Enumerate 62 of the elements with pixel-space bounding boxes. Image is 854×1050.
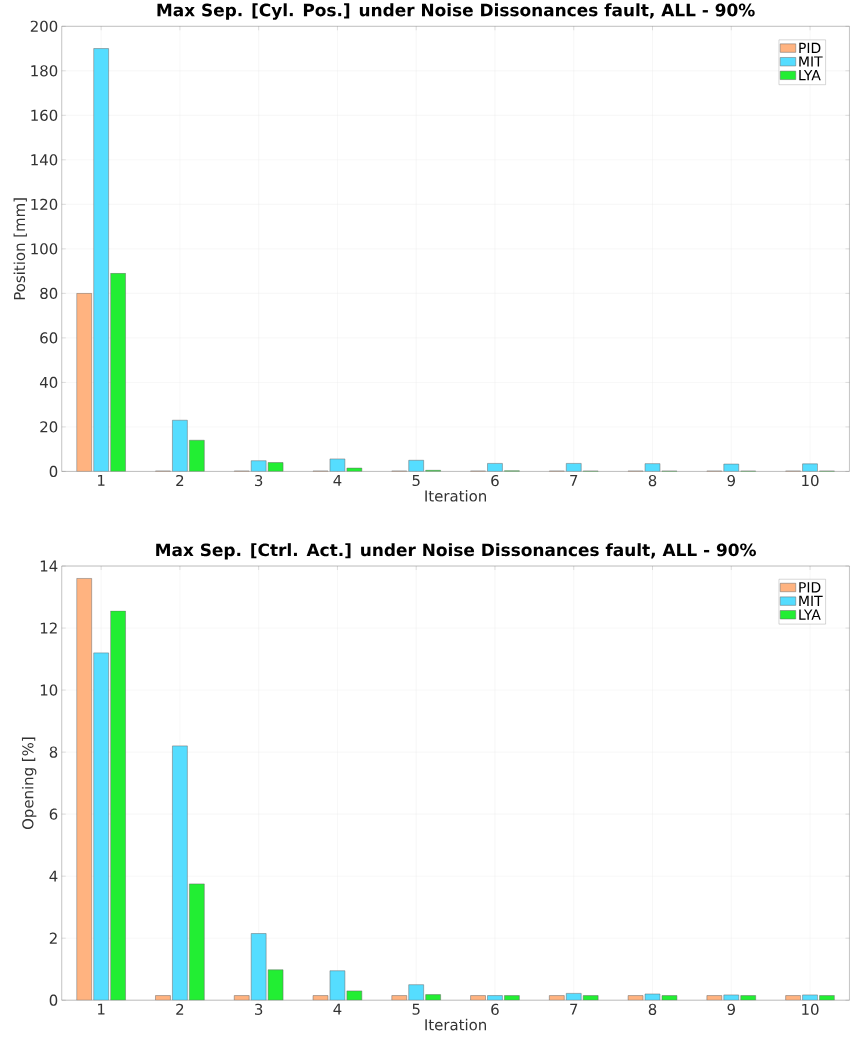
x-tick-label: 4 <box>333 1003 342 1015</box>
legend-label: LYA <box>799 609 821 620</box>
x-tick-label: 9 <box>727 474 735 487</box>
x-tick-label: 5 <box>412 1003 420 1015</box>
y-tick-label: 8 <box>49 746 58 758</box>
chart-title: Max Sep. [Cyl. Pos.] under Noise Dissonances fault, ALL - 90% <box>157 3 755 20</box>
legend-label: MIT <box>799 595 823 607</box>
legend-label: MIT <box>799 56 823 67</box>
x-tick-label: 3 <box>254 474 263 487</box>
x-tick-label: 2 <box>176 1003 183 1015</box>
y-tick-label: 6 <box>49 808 58 820</box>
bar <box>76 578 92 1001</box>
y-tick-label: 140 <box>31 154 58 166</box>
y-tick-label: 200 <box>30 20 58 32</box>
x-tick-label: 6 <box>491 1003 499 1016</box>
y-tick-label: 4 <box>49 870 58 882</box>
chart-title: Max Sep. [Ctrl. Act.] under Noise Dissonances fault, ALL - 90% <box>156 543 756 560</box>
bar <box>171 419 188 472</box>
bar <box>93 652 109 1001</box>
y-tick-label: 0 <box>49 994 58 1006</box>
x-axis-title: Iteration <box>425 490 486 502</box>
y-tick-label: 40 <box>39 376 58 389</box>
x-tick-label: 10 <box>801 1003 819 1016</box>
bar <box>110 610 126 1001</box>
y-tick-label: 60 <box>40 332 58 344</box>
bar <box>110 273 126 472</box>
legend-label: PID <box>799 42 821 53</box>
bar <box>188 883 205 1001</box>
y-axis-title: Opening [%] <box>21 737 37 830</box>
x-tick-label: 8 <box>648 474 657 487</box>
bar <box>408 984 424 1001</box>
y-tick-label: 100 <box>31 243 58 255</box>
y-tick-label: 0 <box>49 465 58 478</box>
x-tick-label: 2 <box>176 474 183 487</box>
x-tick-label: 1 <box>97 1003 105 1015</box>
y-tick-label: 2 <box>49 932 57 944</box>
legend-label: LYA <box>799 70 821 81</box>
x-tick-label: 8 <box>648 1003 657 1016</box>
bar <box>76 293 92 472</box>
y-tick-label: 10 <box>40 684 58 696</box>
y-tick-label: 160 <box>31 109 58 121</box>
x-tick-label: 1 <box>97 474 105 486</box>
y-tick-label: 180 <box>31 65 58 77</box>
y-tick-label: 14 <box>40 560 58 572</box>
y-tick-label: 12 <box>40 622 57 634</box>
bar <box>93 48 109 472</box>
x-tick-label: 9 <box>727 1003 735 1016</box>
y-tick-label: 120 <box>31 198 58 210</box>
y-axis-title: Position [mm] <box>13 198 27 300</box>
x-tick-label: 4 <box>333 474 342 486</box>
legend-label: PID <box>799 582 821 593</box>
x-tick-label: 10 <box>801 474 819 487</box>
x-axis-title: Iteration <box>425 1018 486 1031</box>
x-tick-label: 7 <box>570 474 578 486</box>
x-tick-label: 6 <box>491 474 499 487</box>
y-tick-label: 20 <box>40 421 58 433</box>
bar <box>171 745 188 1001</box>
x-tick-label: 7 <box>570 1003 578 1015</box>
bar <box>188 440 205 472</box>
x-tick-label: 3 <box>254 1003 263 1016</box>
y-tick-label: 80 <box>40 287 58 300</box>
x-tick-label: 5 <box>412 474 420 487</box>
